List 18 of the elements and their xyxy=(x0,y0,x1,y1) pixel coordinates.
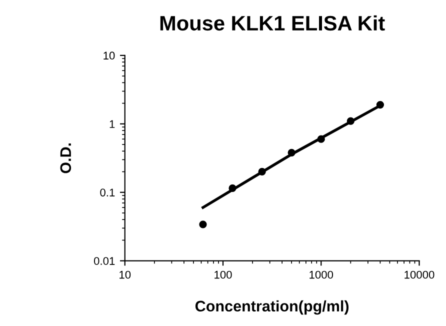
point xyxy=(346,117,354,125)
x-tick-label: 100 xyxy=(214,270,232,279)
x-tick-label: 10 xyxy=(120,270,131,279)
y-tick-label: 0.01 xyxy=(94,257,115,265)
x-tick-label: 10000 xyxy=(404,270,434,279)
point xyxy=(376,100,384,109)
point xyxy=(317,135,325,143)
y-tick-label: 1 xyxy=(110,120,115,128)
point xyxy=(288,148,296,156)
x-tick-label: 1000 xyxy=(310,270,334,279)
y-tick-label: 10 xyxy=(104,52,115,60)
y-axis-title: O.D. xyxy=(60,143,72,174)
y-tick-label: 0.1 xyxy=(100,188,115,196)
x-axis-title: Concentration(pg/ml) xyxy=(195,300,349,315)
chart-title: Mouse KLK1 ELISA Kit xyxy=(160,15,385,31)
point xyxy=(228,184,236,192)
point xyxy=(258,168,266,176)
point xyxy=(199,220,207,228)
